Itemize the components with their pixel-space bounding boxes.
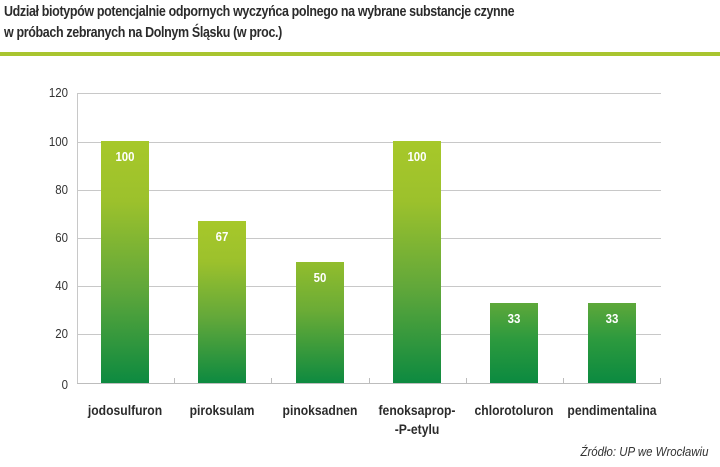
y-tick-label-100: 100 [48,134,68,149]
y-tick-label-20: 20 [55,326,68,341]
chart-title-line-2: w próbach zebranych na Dolnym Śląsku (w … [4,25,282,41]
gridline-80 [77,190,661,191]
gridline-100 [77,142,661,143]
x-label-line-2: -P-etylu [394,422,440,437]
title-accent-rule [0,52,720,56]
y-tick-label-60: 60 [55,230,68,245]
bar-value-label: 100 [115,149,135,164]
x-label-pinoksadnen: pinoksadnen [282,403,358,418]
x-axis-tick [174,378,175,383]
x-axis-tick [466,378,467,383]
x-axis-tick [660,378,661,383]
x-label-chlorotoluron: chlorotoluron [474,403,554,418]
bar-value-label: 67 [215,229,229,244]
y-axis-line [77,93,78,383]
x-axis-tick [563,378,564,383]
x-label-jodosulfuron: jodosulfuron [87,403,163,418]
x-label-pendimentalina: pendimentalina [567,403,657,418]
bar-pinoksadnen: 50 [296,262,344,383]
y-tick-label-120: 120 [48,85,68,100]
bar-chlorotoluron: 33 [490,303,538,383]
x-label-piroksulam: piroksulam [189,403,255,418]
x-label-line-1: fenoksaprop- [378,403,456,418]
plot-area: 100 67 50 100 33 33 [77,93,661,384]
y-tick-label-40: 40 [55,278,68,293]
x-label-fenoksaprop-p-etylu: fenoksaprop- -P-etylu [368,401,467,439]
chart-title: Udział biotypów potencjalnie odpornych w… [4,2,515,44]
x-axis-tick [369,378,370,383]
chart-title-line-1: Udział biotypów potencjalnie odpornych w… [4,4,515,20]
bar-value-label: 50 [313,270,327,285]
y-tick-label-0: 0 [61,377,68,392]
x-axis-tick [271,378,272,383]
gridline-40 [77,286,661,287]
x-axis-line [77,383,661,384]
bar-value-label: 100 [407,149,427,164]
bar-jodosulfuron: 100 [101,141,149,383]
bar-value-label: 33 [605,311,619,326]
bar-pendimentalina: 33 [588,303,636,383]
source-note: Źródło: UP we Wrocławiu [580,444,708,459]
gridline-120 [77,93,661,94]
y-tick-label-80: 80 [55,182,68,197]
gridline-20 [77,334,661,335]
bar-value-label: 33 [507,311,521,326]
gridline-60 [77,238,661,239]
bar-fenoksaprop-p-etylu: 100 [393,141,441,383]
bar-piroksulam: 67 [198,221,246,383]
